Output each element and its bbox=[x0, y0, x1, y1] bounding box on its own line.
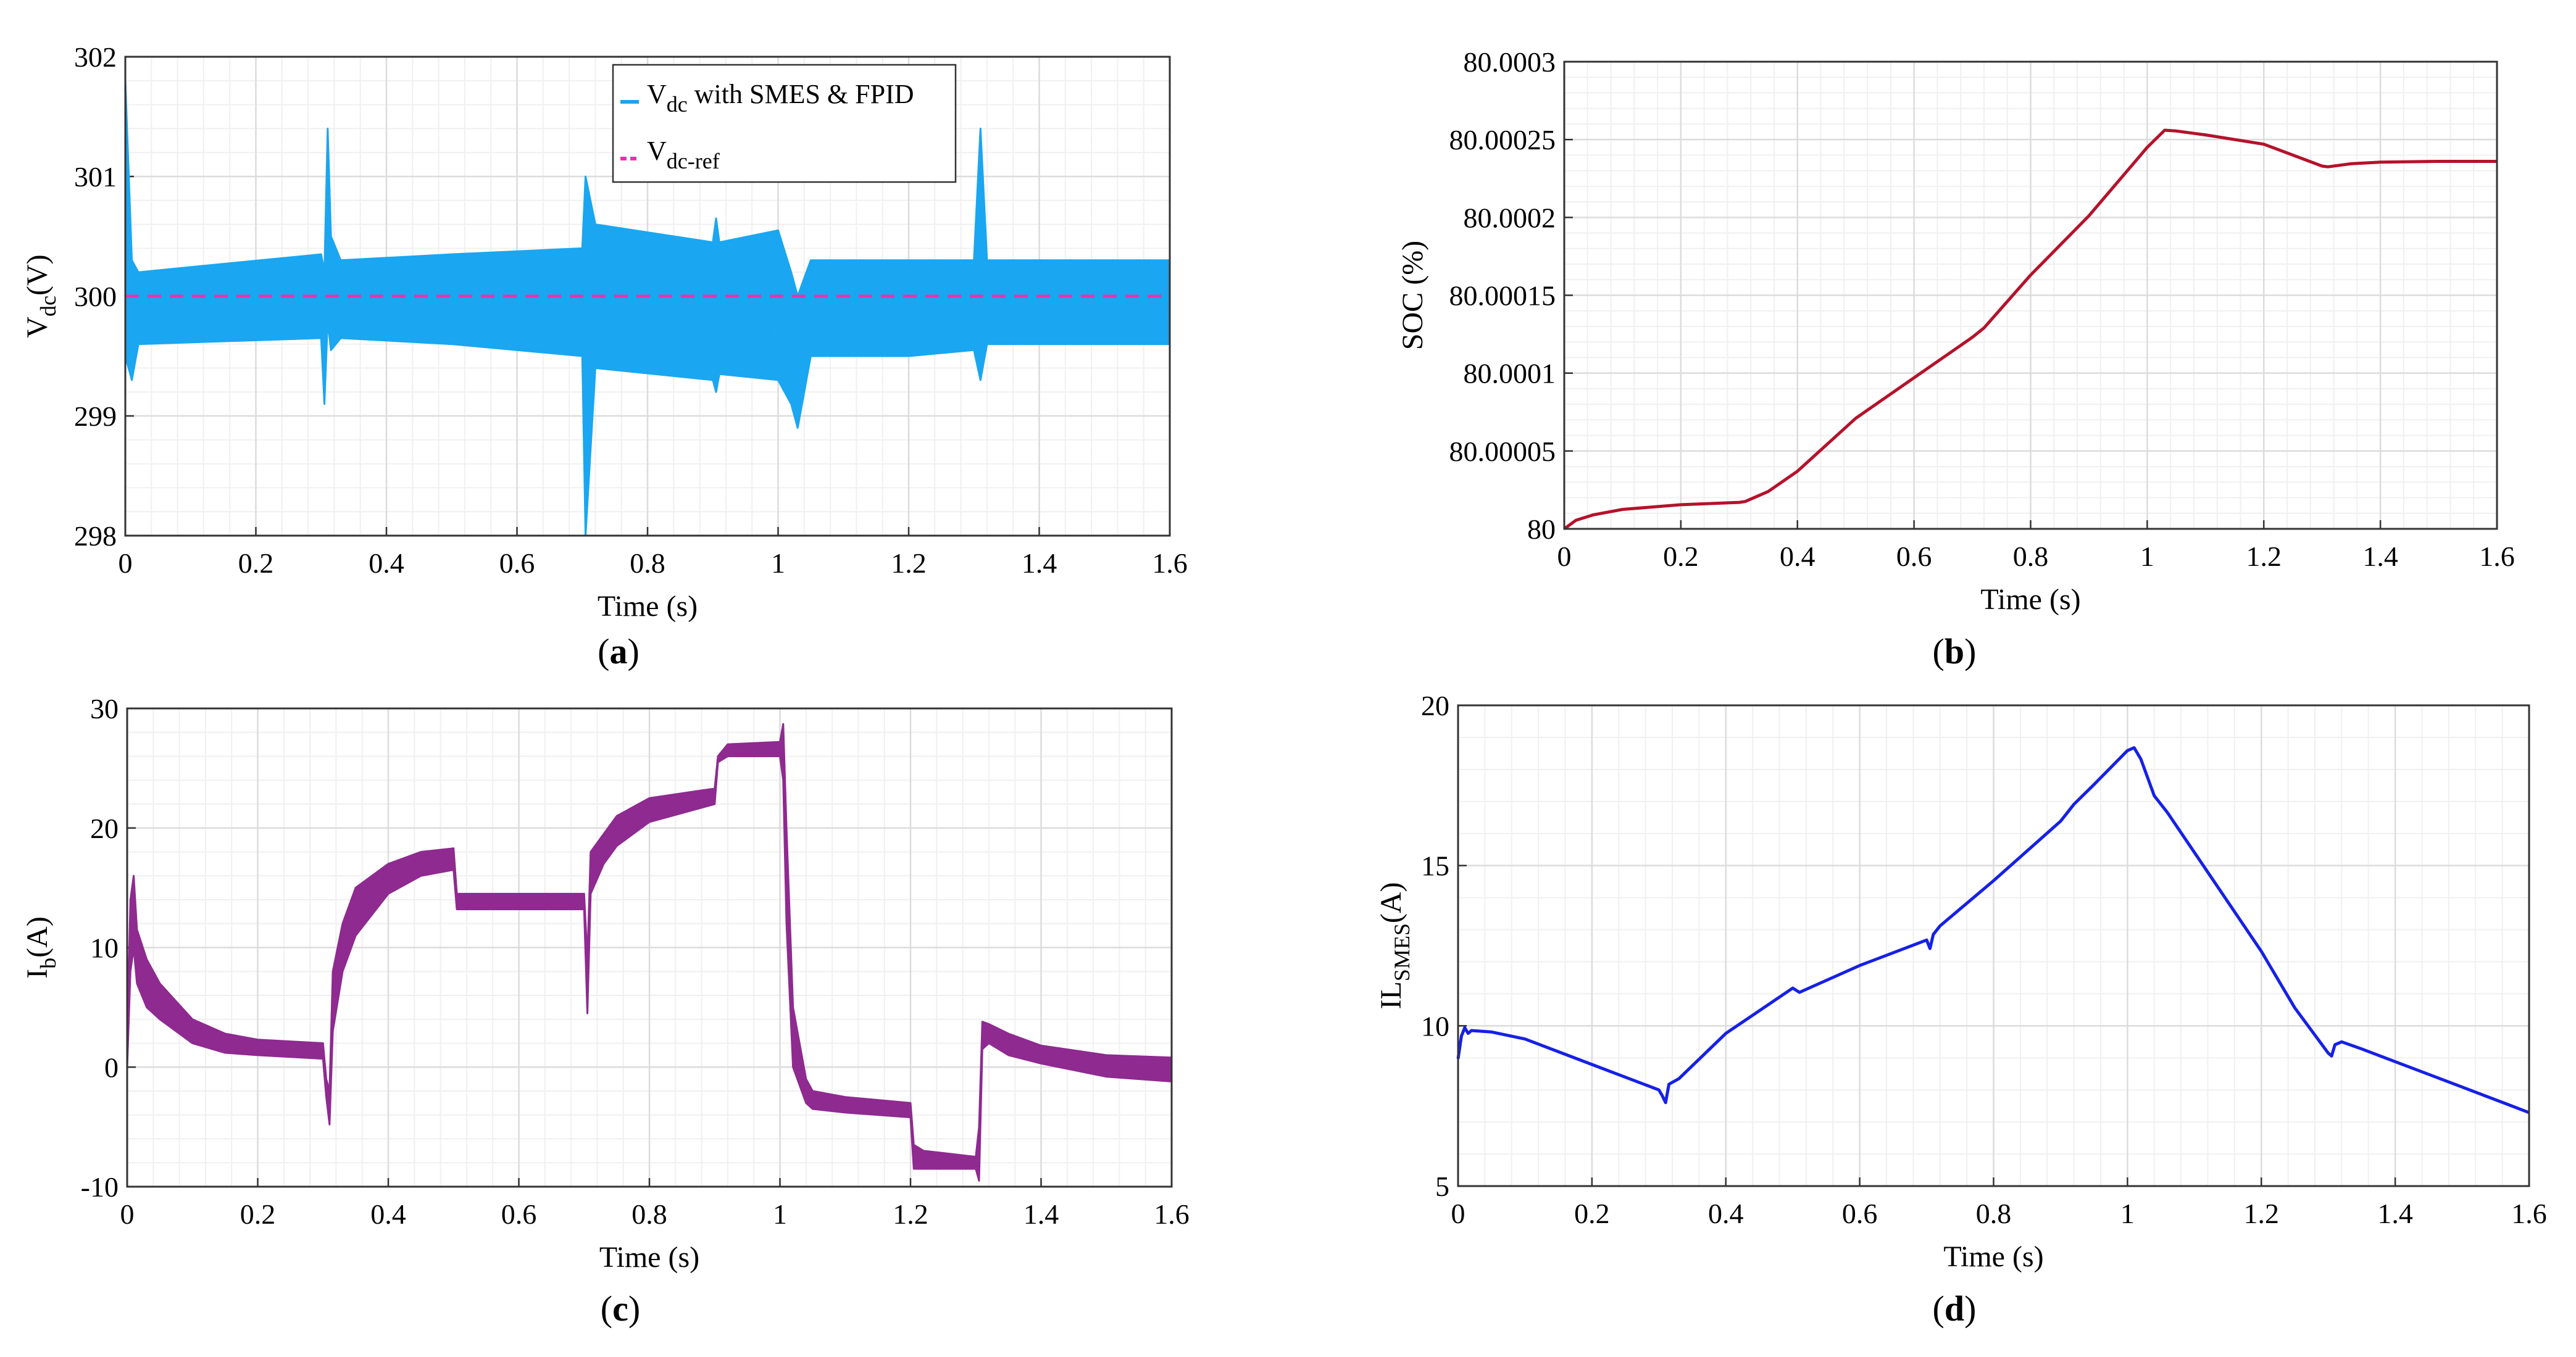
chart-panel-d: 0 0.2 0.4 0.6 0.8 1 1.2 1.4 1.6 5 10 15 20 Time (s) IL… bbox=[1375, 690, 2547, 1329]
x-tick-label: 0.6 bbox=[499, 547, 535, 579]
legend-box bbox=[612, 64, 957, 183]
y-tick-label: 80.00025 bbox=[1449, 124, 1556, 156]
series-texture-a bbox=[125, 80, 1170, 527]
y-axis-label: ILSMES(A) bbox=[1375, 882, 1414, 1010]
x-tick-label: 0.2 bbox=[1663, 541, 1699, 572]
x-axis-label: Time (s) bbox=[1980, 583, 2080, 616]
x-tick-label: 1.4 bbox=[1022, 547, 1057, 579]
x-tick-label: 1.2 bbox=[893, 1198, 928, 1230]
x-tick-label: 1.2 bbox=[2244, 1198, 2280, 1229]
y-tick-label: -10 bbox=[81, 1171, 119, 1203]
x-tick-label: 1.6 bbox=[2479, 541, 2515, 572]
x-axis-label: Time (s) bbox=[598, 590, 698, 623]
x-tick-label: 0.4 bbox=[1780, 541, 1815, 572]
x-tick-label: 0.6 bbox=[501, 1198, 537, 1230]
x-tick-label: 0.8 bbox=[630, 547, 665, 579]
y-tick-label: 80.0003 bbox=[1464, 46, 1556, 78]
legend-entry: Vdc-ref bbox=[647, 136, 720, 173]
y-tick-label: 20 bbox=[1421, 690, 1449, 721]
x-tick-label: 0.8 bbox=[1976, 1198, 2012, 1229]
panel-caption: (a) bbox=[598, 631, 640, 671]
y-tick-label: 5 bbox=[1435, 1171, 1449, 1202]
y-tick-label: 298 bbox=[74, 520, 117, 552]
y-tick-label: 80 bbox=[1527, 513, 1556, 545]
y-tick-label: 80.00015 bbox=[1449, 280, 1556, 312]
x-tick-label: 0.8 bbox=[631, 1198, 667, 1230]
x-tick-label: 0 bbox=[1451, 1198, 1465, 1229]
x-tick-label: 0.8 bbox=[2013, 541, 2049, 572]
y-tick-label: 299 bbox=[74, 400, 117, 432]
y-tick-label: 20 bbox=[90, 813, 119, 844]
x-tick-label: 1 bbox=[2140, 541, 2154, 572]
x-tick-label: 1.4 bbox=[2362, 541, 2398, 572]
series-line-d-0 bbox=[1456, 746, 2530, 1114]
x-tick-label: 1.6 bbox=[2511, 1198, 2547, 1229]
y-tick-label: 80.0002 bbox=[1464, 202, 1556, 233]
y-tick-label: 301 bbox=[74, 161, 117, 193]
legend: Vdc with SMES & FPID Vdc-ref bbox=[612, 64, 957, 183]
x-tick-label: 0 bbox=[120, 1198, 135, 1230]
y-tick-label: 80.00005 bbox=[1449, 436, 1556, 467]
y-axis-label: Ib(A) bbox=[21, 916, 60, 979]
x-tick-label: 1 bbox=[773, 1198, 787, 1230]
y-tick-label: 10 bbox=[1421, 1010, 1449, 1042]
x-tick-label: 1.2 bbox=[891, 547, 927, 579]
chart-panel-b: 0 0.2 0.4 0.6 0.8 1 1.2 1.4 1.6 80 80.00005 80.0001… bbox=[1396, 46, 2515, 671]
y-axis-label: Vdc(V) bbox=[21, 254, 60, 338]
x-tick-label: 0.2 bbox=[1574, 1198, 1610, 1229]
x-tick-label: 0.4 bbox=[370, 1198, 406, 1230]
y-tick-label: 0 bbox=[104, 1052, 119, 1083]
x-tick-label: 1 bbox=[771, 547, 785, 579]
x-tick-label: 0.4 bbox=[1708, 1198, 1744, 1229]
y-tick-label: 10 bbox=[90, 932, 119, 964]
y-axis-label: SOC (%) bbox=[1396, 241, 1429, 350]
legend-entry: Vdc with SMES & FPID bbox=[647, 79, 914, 117]
x-tick-label: 0 bbox=[119, 547, 133, 579]
chart-panel-a: 0 0.2 0.4 0.6 0.8 1 1.2 1.4 1.6 298 299 300 301 302 Ti… bbox=[21, 41, 1188, 671]
series-texture-c bbox=[127, 732, 1172, 1177]
x-tick-label: 1.4 bbox=[1023, 1198, 1059, 1230]
plot-frame bbox=[1563, 60, 2498, 530]
y-tick-label: 300 bbox=[74, 281, 117, 312]
plot-frame bbox=[124, 56, 1171, 537]
panel-caption: (b) bbox=[1933, 631, 1977, 671]
x-tick-label: 1.6 bbox=[1152, 547, 1188, 579]
series-line-b-0 bbox=[1563, 128, 2497, 531]
x-tick-label: 0.2 bbox=[238, 547, 274, 579]
x-tick-label: 0.4 bbox=[369, 547, 404, 579]
y-tick-label: 80.0001 bbox=[1464, 358, 1556, 389]
x-tick-label: 1 bbox=[2120, 1198, 2135, 1229]
y-tick-label: 30 bbox=[90, 693, 119, 724]
x-tick-label: 0 bbox=[1557, 541, 1572, 572]
x-tick-label: 1.4 bbox=[2377, 1198, 2413, 1229]
x-tick-label: 1.2 bbox=[2246, 541, 2282, 572]
panel-caption: (d) bbox=[1933, 1289, 1977, 1329]
plot-frame bbox=[126, 707, 1173, 1188]
x-tick-label: 0.6 bbox=[1896, 541, 1932, 572]
x-tick-label: 0.6 bbox=[1842, 1198, 1878, 1229]
y-tick-label: 15 bbox=[1421, 850, 1449, 882]
x-tick-label: 0.2 bbox=[240, 1198, 276, 1230]
x-axis-label: Time (s) bbox=[1943, 1240, 2043, 1273]
y-tick-label: 302 bbox=[74, 41, 117, 73]
x-tick-label: 1.6 bbox=[1154, 1198, 1190, 1230]
plot-frame bbox=[1457, 704, 2530, 1187]
panel-caption: (c) bbox=[601, 1289, 640, 1329]
x-axis-label: Time (s) bbox=[599, 1241, 699, 1274]
